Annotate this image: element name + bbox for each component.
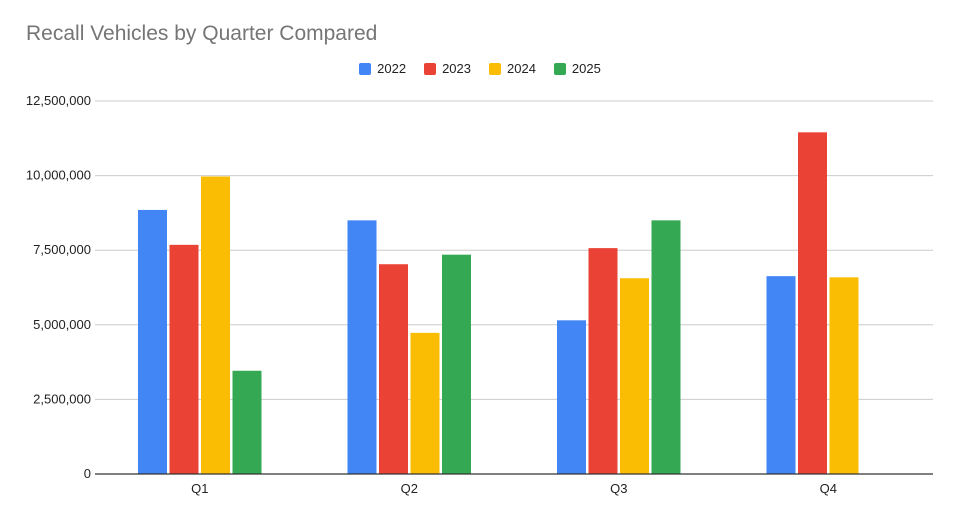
x-tick-label: Q3 [610, 481, 627, 496]
bar-q1-2025 [232, 370, 262, 474]
bar-q4-2023 [798, 132, 827, 474]
legend-swatch-2022 [359, 62, 372, 75]
legend-item-2023[interactable]: 2023 [424, 61, 471, 76]
chart-title: Recall Vehicles by Quarter Compared [26, 22, 378, 45]
bar-q3-2023 [588, 248, 618, 474]
bar-q1-2022 [138, 209, 167, 474]
bar-q1-2023 [169, 244, 199, 474]
legend-item-2022[interactable]: 2022 [359, 61, 406, 76]
bar-q3-2022 [557, 320, 586, 474]
bar-q3-2025 [651, 220, 681, 474]
bar-q4-2022 [766, 276, 796, 474]
bar-q4-2024 [829, 277, 859, 474]
x-tick-label: Q4 [820, 481, 837, 496]
bar-q2-2025 [442, 254, 471, 474]
bar-q1-2024 [201, 176, 230, 475]
legend-label-2025: 2025 [571, 61, 601, 76]
bar-q2-2023 [379, 264, 408, 474]
legend-item-2025[interactable]: 2025 [553, 61, 601, 76]
legend-label-2022: 2022 [377, 61, 407, 76]
y-tick-label: 2,500,000 [33, 391, 91, 406]
bar-q2-2024 [410, 332, 440, 474]
bar-q2-2022 [347, 220, 377, 474]
y-tick-label: 10,000,000 [26, 168, 91, 183]
y-tick-label: 5,000,000 [33, 317, 91, 332]
legend-swatch-2023 [424, 62, 437, 75]
y-tick-label: 0 [84, 466, 91, 481]
legend: 2022 2023 2024 2025 [0, 61, 960, 76]
x-tick-label: Q2 [401, 481, 418, 496]
legend-swatch-2025 [553, 62, 566, 75]
legend-label-2024: 2024 [507, 61, 536, 76]
bar-q3-2024 [620, 278, 649, 474]
y-tick-label: 7,500,000 [33, 242, 91, 257]
legend-item-2024[interactable]: 2024 [489, 61, 536, 76]
x-tick-label: Q1 [191, 481, 208, 496]
legend-label-2023: 2023 [442, 61, 471, 76]
legend-swatch-2024 [489, 62, 501, 75]
y-tick-label: 12,500,000 [26, 93, 91, 108]
